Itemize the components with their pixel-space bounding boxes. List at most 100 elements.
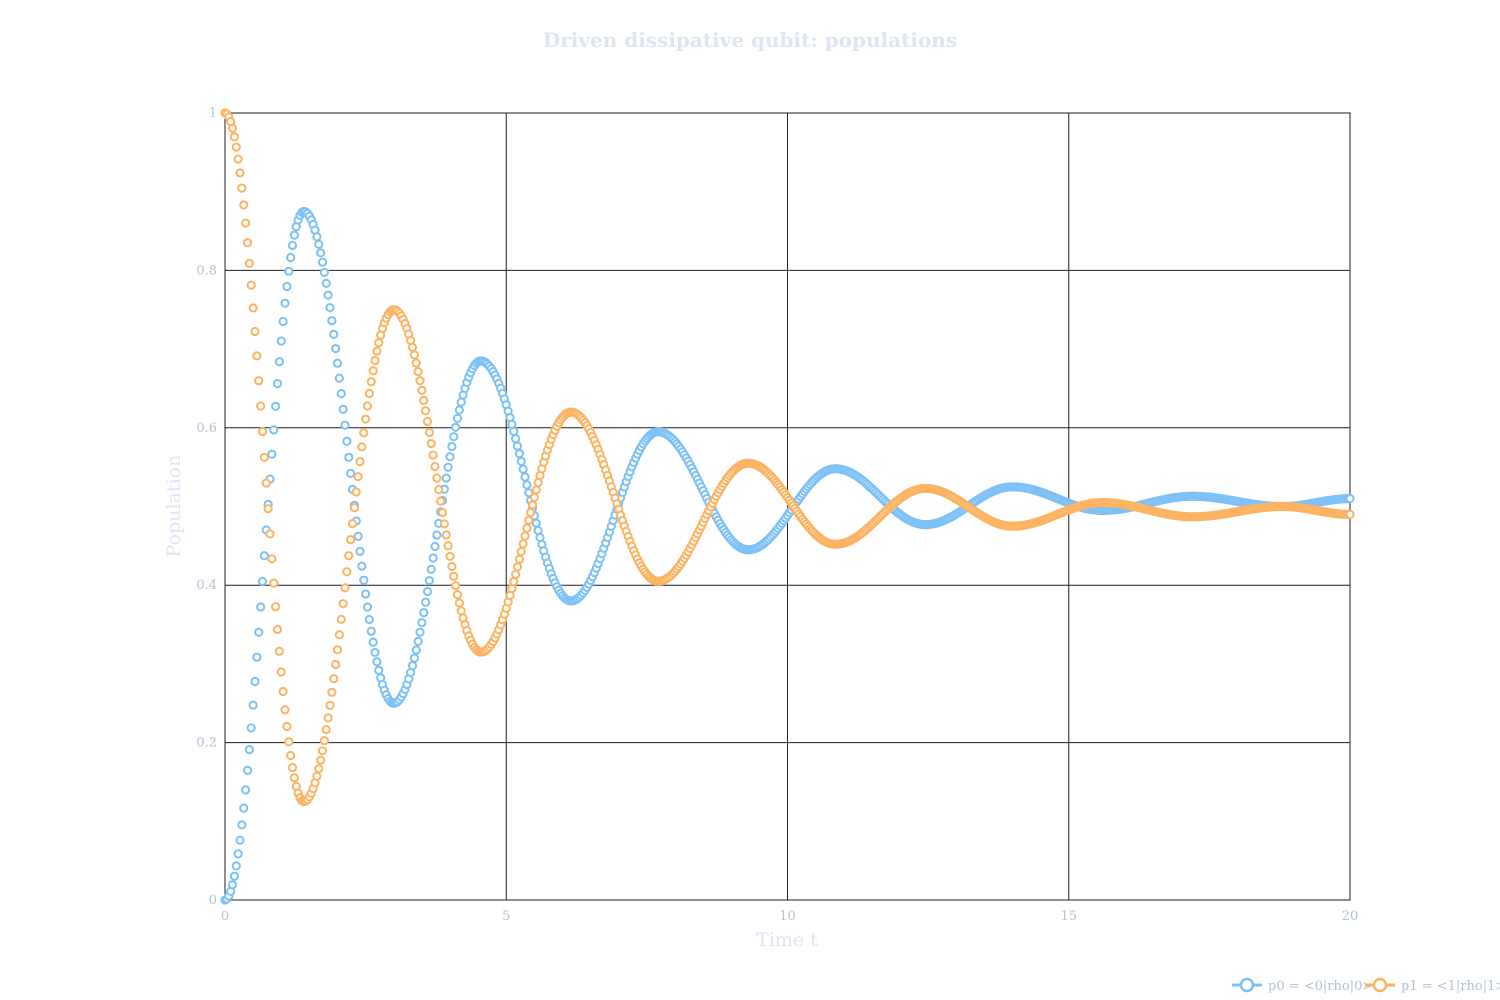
data-point xyxy=(357,442,367,452)
data-point xyxy=(355,546,365,557)
data-point xyxy=(239,200,249,210)
y-tick-labels: 0 0.2 0.4 0.6 0.8 1 xyxy=(196,106,217,908)
data-point xyxy=(314,764,324,774)
data-point xyxy=(436,496,446,506)
data-point xyxy=(417,618,427,628)
grid-lines xyxy=(224,112,1351,901)
data-point xyxy=(411,645,421,655)
data-point xyxy=(312,232,322,242)
data-point xyxy=(286,252,296,263)
data-point xyxy=(509,577,519,587)
data-point xyxy=(421,597,431,607)
data-point xyxy=(267,554,277,564)
data-point xyxy=(241,218,251,228)
data-point xyxy=(263,504,273,514)
plot-frame xyxy=(224,112,1351,901)
data-point xyxy=(256,401,266,411)
x-tick-labels: 0 5 10 15 20 xyxy=(221,909,1358,924)
data-point xyxy=(344,452,354,462)
data-point xyxy=(451,422,461,432)
data-point xyxy=(340,583,350,593)
data-point xyxy=(1345,494,1355,504)
data-point xyxy=(426,564,436,574)
data-point xyxy=(413,636,423,646)
data-point xyxy=(361,414,371,424)
data-point xyxy=(321,724,331,735)
data-point xyxy=(516,547,526,557)
data-point xyxy=(415,376,425,386)
data-point xyxy=(317,746,328,756)
data-point xyxy=(327,316,337,326)
data-point xyxy=(323,290,333,300)
data-point xyxy=(359,575,369,585)
data-point xyxy=(430,541,440,552)
data-point xyxy=(355,456,365,467)
data-point xyxy=(368,637,378,647)
data-point xyxy=(518,464,528,474)
data-point xyxy=(242,238,253,248)
data-point xyxy=(250,326,260,337)
data-point xyxy=(422,416,433,427)
series-layer xyxy=(220,108,1355,905)
data-point xyxy=(229,132,239,142)
data-point xyxy=(276,667,286,677)
data-point xyxy=(252,351,262,361)
data-point xyxy=(522,523,532,533)
data-point xyxy=(364,614,374,625)
data-point xyxy=(284,266,294,276)
data-point xyxy=(357,561,367,571)
data-point xyxy=(289,773,299,783)
data-point xyxy=(413,367,423,377)
data-point xyxy=(321,278,331,289)
data-point xyxy=(421,406,431,416)
data-point xyxy=(428,450,438,460)
data-point xyxy=(441,530,451,540)
data-point xyxy=(323,713,333,723)
data-point xyxy=(271,602,281,612)
data-point xyxy=(443,541,453,551)
data-point xyxy=(415,627,425,637)
data-point xyxy=(447,441,457,452)
data-point xyxy=(237,820,247,830)
data-point xyxy=(231,861,241,871)
data-point xyxy=(409,653,419,663)
data-point xyxy=(454,405,464,415)
data-point xyxy=(512,562,523,572)
data-point xyxy=(439,519,449,529)
data-point xyxy=(237,183,247,193)
data-point xyxy=(331,343,341,354)
data-point xyxy=(267,449,277,459)
data-point xyxy=(329,329,339,339)
y-axis-label: Population xyxy=(163,455,185,558)
data-point xyxy=(445,452,455,462)
data-point xyxy=(233,849,243,859)
data-point xyxy=(336,389,346,399)
x-tick-label: 10 xyxy=(779,909,796,924)
data-point xyxy=(511,569,521,579)
data-point xyxy=(278,686,288,697)
data-point xyxy=(437,507,448,518)
data-point xyxy=(227,880,238,890)
data-point xyxy=(241,785,251,795)
data-point xyxy=(527,500,538,510)
data-point xyxy=(244,258,254,268)
data-point xyxy=(252,652,262,662)
data-point xyxy=(272,378,283,389)
data-point xyxy=(524,515,534,525)
data-point xyxy=(242,765,253,775)
data-point xyxy=(265,529,275,539)
data-point xyxy=(522,480,532,490)
y-tick-label: 0.2 xyxy=(196,736,217,751)
data-point xyxy=(338,404,348,414)
data-point xyxy=(514,449,524,459)
y-tick-label: 0 xyxy=(209,893,217,908)
data-point xyxy=(520,531,530,541)
legend: p0 = <0|rho|0> p1 = <1|rho|1> xyxy=(1232,977,1500,994)
data-point xyxy=(254,627,264,637)
series-1 xyxy=(220,108,1355,807)
data-point xyxy=(370,355,380,366)
legend-marker xyxy=(1372,977,1388,993)
data-point xyxy=(278,316,288,327)
legend-label: p1 = <1|rho|1> xyxy=(1401,979,1500,994)
